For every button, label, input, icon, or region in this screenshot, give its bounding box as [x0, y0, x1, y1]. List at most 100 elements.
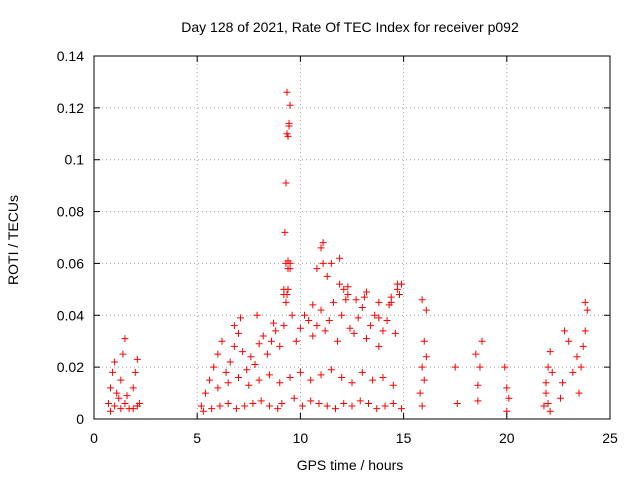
data-point	[327, 259, 335, 267]
data-point	[286, 265, 294, 273]
data-point	[371, 311, 379, 319]
data-point	[329, 298, 337, 306]
data-point	[263, 350, 271, 358]
data-point	[418, 402, 426, 410]
data-point	[245, 381, 253, 389]
data-point	[398, 280, 406, 288]
data-point	[121, 399, 129, 407]
data-point	[334, 337, 342, 345]
data-point	[278, 399, 286, 407]
data-point	[117, 405, 125, 413]
data-point	[348, 379, 356, 387]
data-point	[367, 322, 375, 330]
data-point	[354, 314, 362, 322]
data-point	[383, 316, 391, 324]
data-point	[379, 374, 387, 382]
data-point	[501, 363, 509, 371]
data-point	[583, 306, 591, 314]
data-point	[216, 402, 224, 410]
data-point	[305, 316, 313, 324]
data-point	[389, 381, 397, 389]
data-point	[360, 293, 368, 301]
data-point	[290, 394, 298, 402]
data-point	[358, 304, 366, 312]
data-point	[197, 402, 205, 410]
data-point	[255, 340, 263, 348]
data-point	[556, 394, 564, 402]
data-point	[109, 368, 117, 376]
data-point	[257, 397, 265, 405]
data-point	[321, 327, 329, 335]
data-point	[581, 327, 589, 335]
data-point	[503, 384, 511, 392]
data-point	[199, 407, 207, 415]
data-point	[379, 327, 387, 335]
data-point	[230, 342, 238, 350]
data-point	[350, 329, 358, 337]
data-point	[375, 314, 383, 322]
data-point	[323, 402, 331, 410]
x-tick-label: 0	[90, 430, 98, 446]
data-point	[315, 399, 323, 407]
data-point	[283, 291, 291, 299]
data-point	[251, 361, 259, 369]
data-point	[288, 311, 296, 319]
data-point	[255, 376, 263, 384]
data-point	[373, 405, 381, 413]
data-point	[336, 280, 344, 288]
data-point	[362, 335, 370, 343]
x-axis-label: GPS time / hours	[297, 457, 404, 473]
data-point	[542, 379, 550, 387]
data-point	[327, 366, 335, 374]
data-point	[274, 405, 282, 413]
x-tick-label: 15	[396, 430, 412, 446]
data-point	[129, 384, 137, 392]
data-point	[282, 298, 290, 306]
data-point	[272, 327, 280, 335]
data-point	[393, 285, 401, 293]
y-tick-label: 0	[76, 411, 84, 427]
y-tick-label: 0.08	[57, 204, 84, 220]
data-point	[418, 296, 426, 304]
data-point	[559, 379, 567, 387]
data-point	[123, 392, 131, 400]
data-point	[569, 368, 577, 376]
data-point	[104, 399, 112, 407]
data-point	[389, 399, 397, 407]
data-point	[540, 402, 548, 410]
data-point	[249, 399, 257, 407]
data-point	[224, 399, 232, 407]
data-point	[296, 324, 304, 332]
data-point	[214, 350, 222, 358]
data-point	[369, 376, 377, 384]
data-point	[581, 298, 589, 306]
data-point	[546, 348, 554, 356]
data-point	[284, 132, 292, 140]
y-tick-label: 0.04	[57, 307, 84, 323]
data-point	[265, 402, 273, 410]
x-tick-labels: 0 5 10 15 20 25	[90, 430, 618, 446]
data-point	[131, 368, 139, 376]
data-point	[286, 374, 294, 382]
data-point	[222, 368, 230, 376]
data-point	[344, 291, 352, 299]
data-point	[286, 101, 294, 109]
data-point	[358, 368, 366, 376]
data-point	[296, 368, 304, 376]
data-point	[241, 402, 249, 410]
data-point	[387, 293, 395, 301]
data-point	[309, 332, 317, 340]
data-point	[542, 389, 550, 397]
data-point	[307, 376, 315, 384]
data-point	[319, 239, 327, 247]
data-point	[226, 358, 234, 366]
data-point	[342, 296, 350, 304]
data-point	[544, 363, 552, 371]
y-tick-label: 0.06	[57, 255, 84, 271]
data-point	[111, 402, 119, 410]
x-tick-label: 25	[602, 430, 618, 446]
data-point	[259, 332, 267, 340]
data-point	[325, 316, 333, 324]
data-point	[121, 335, 129, 343]
